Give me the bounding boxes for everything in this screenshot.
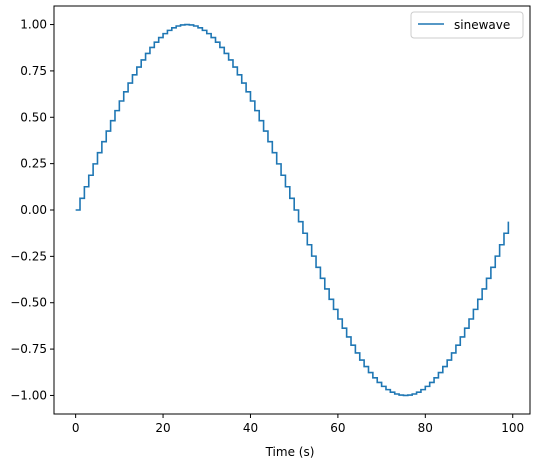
y-tick-label: −0.75: [10, 342, 47, 356]
legend: sinewave: [410, 11, 524, 39]
y-tick-label: 0.25: [20, 157, 47, 171]
y-tick-label: −0.50: [10, 296, 47, 310]
y-tick-label: −0.25: [10, 249, 47, 263]
legend-label-sinewave: sinewave: [454, 18, 510, 32]
y-tick-label: 1.00: [20, 18, 47, 32]
x-axis-ticks: 0 20 40 60 80 100: [72, 414, 524, 435]
y-tick-label: 0.50: [20, 110, 47, 124]
plot-frame: [53, 5, 531, 415]
series-line-sinewave: [75, 23, 510, 397]
x-tick-label: 100: [501, 421, 524, 435]
x-tick-label: 40: [243, 421, 258, 435]
x-tick-label: 80: [418, 421, 433, 435]
x-tick-label: 20: [155, 421, 170, 435]
legend-box: [410, 11, 524, 39]
x-axis-label: Time (s): [265, 445, 315, 459]
x-tick-label: 60: [330, 421, 345, 435]
y-tick-label: 0.75: [20, 64, 47, 78]
y-tick-label: −1.00: [10, 388, 47, 402]
series-layer: [75, 23, 510, 397]
x-tick-label: 0: [72, 421, 80, 435]
plot-area: [54, 6, 530, 414]
y-axis-ticks: −1.00 −0.75 −0.50 −0.25 0.00 0.25 0.50 0.75 1.00: [10, 18, 54, 402]
y-tick-label: 0.00: [20, 203, 47, 217]
